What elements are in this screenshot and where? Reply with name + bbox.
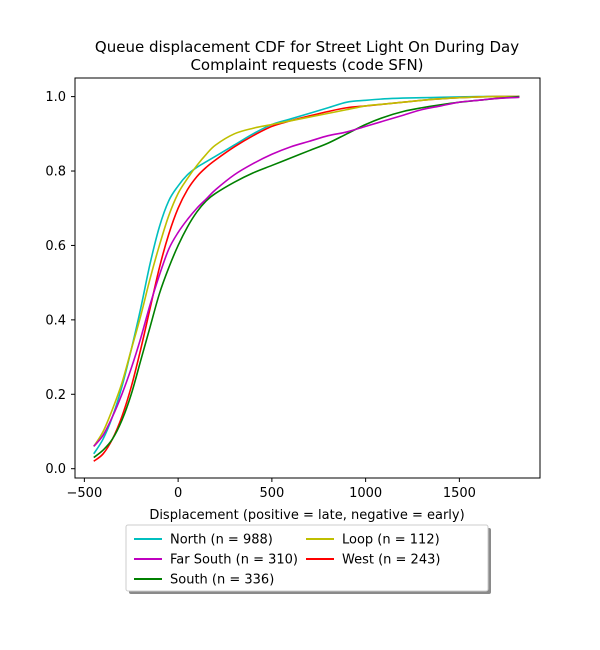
chart-title-line-1: Queue displacement CDF for Street Light … — [95, 38, 519, 56]
y-tick-label: 0.8 — [45, 165, 66, 180]
y-tick-label: 1.0 — [45, 90, 66, 105]
y-tick-label: 0.6 — [45, 239, 66, 254]
y-tick-label: 0.4 — [45, 313, 66, 328]
legend-label-4: Far South (n = 310) — [170, 553, 298, 568]
x-axis-label: Displacement (positive = late, negative … — [149, 508, 464, 523]
plot-area — [74, 77, 541, 479]
y-axis: 0.0 0.2 0.4 0.6 0.8 1.0 — [45, 90, 75, 477]
chart-title: Queue displacement CDF for Street Light … — [95, 38, 519, 74]
legend: North (n = 988) West (n = 243) Loop (n = 1… — [125, 524, 491, 594]
x-tick-label: −500 — [67, 486, 103, 501]
x-tick-label: 500 — [259, 486, 284, 501]
series-line-3 — [93, 95, 520, 459]
x-tick-label: 1500 — [443, 486, 476, 501]
y-tick-label: 0.0 — [45, 462, 66, 477]
x-tick-label: 0 — [174, 486, 182, 501]
x-tick-label: 1000 — [349, 486, 382, 501]
x-axis: −500 0 500 1000 1500 — [67, 478, 476, 501]
series-line-2 — [93, 95, 520, 447]
plot-frame — [74, 77, 541, 479]
legend-label-1: West (n = 243) — [342, 553, 440, 568]
legend-label-2: Loop (n = 112) — [342, 533, 440, 548]
legend-label-0: North (n = 988) — [170, 533, 273, 548]
series-line-4 — [93, 96, 520, 447]
legend-label-3: South (n = 336) — [170, 573, 274, 588]
series-line-0 — [93, 95, 520, 455]
y-tick-label: 0.2 — [45, 388, 66, 403]
chart-title-line-2: Complaint requests (code SFN) — [190, 56, 423, 74]
